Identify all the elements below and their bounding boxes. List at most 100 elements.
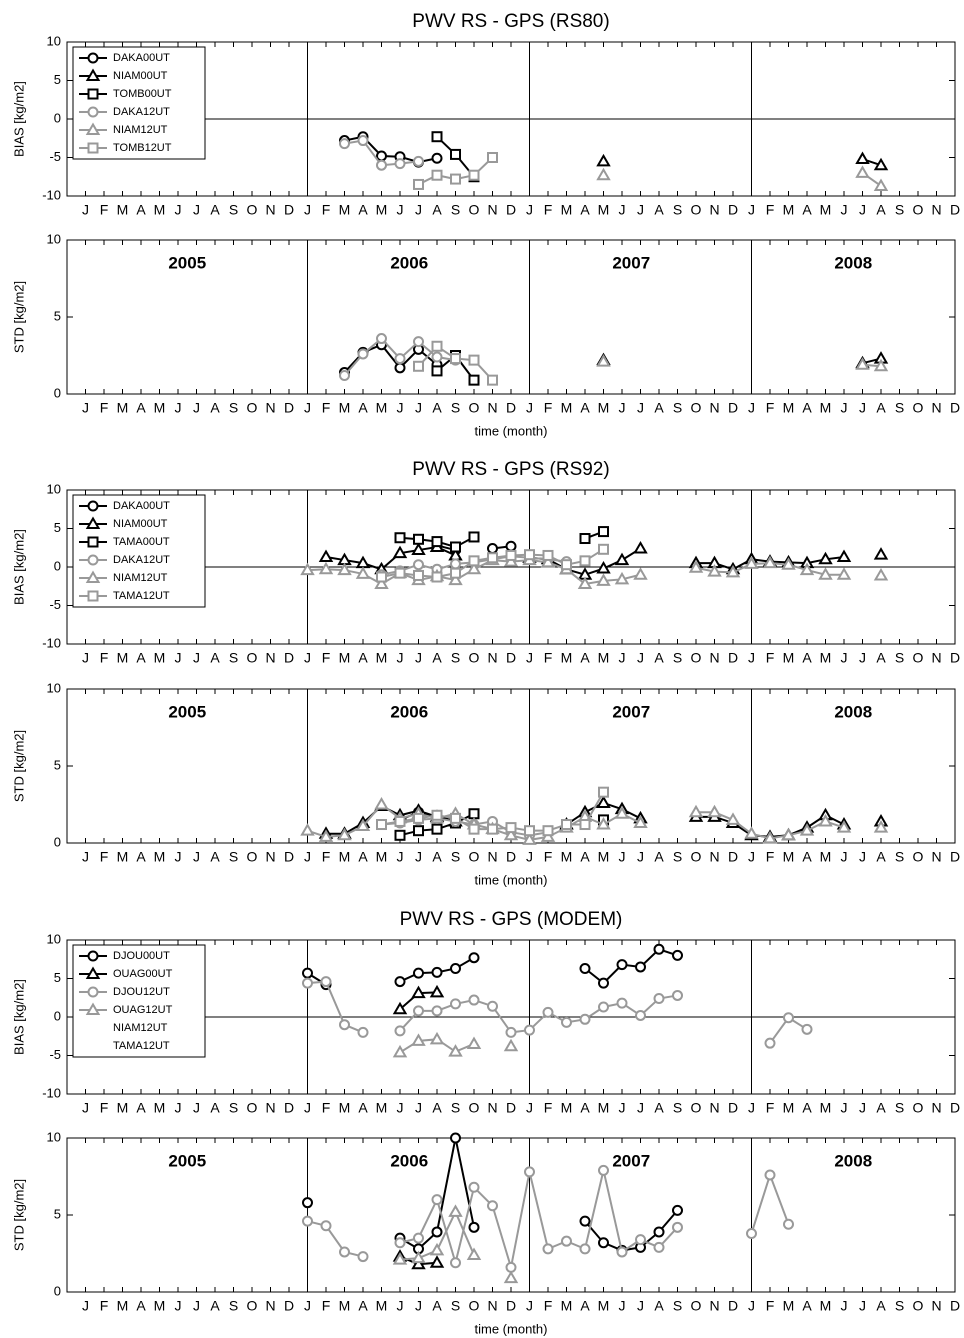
x-tick-label: S xyxy=(451,650,460,666)
marker xyxy=(873,567,889,581)
marker xyxy=(487,543,498,555)
marker xyxy=(357,1251,369,1263)
x-tick-label: M xyxy=(783,849,795,865)
year-label: 2007 xyxy=(612,1151,650,1170)
x-tick-label: N xyxy=(709,202,719,218)
marker xyxy=(783,1218,794,1230)
x-tick-label: A xyxy=(580,400,590,416)
x-tick-label: J xyxy=(637,650,644,666)
legend-marker xyxy=(87,536,99,548)
marker xyxy=(635,1009,646,1021)
x-tick-label: J xyxy=(526,400,533,416)
x-tick-label: J xyxy=(619,202,626,218)
x-tick-label: J xyxy=(193,202,200,218)
marker xyxy=(376,150,387,162)
x-tick-label: A xyxy=(432,400,442,416)
marker xyxy=(744,826,759,839)
x-tick-label: D xyxy=(506,849,516,865)
x-tick-label: O xyxy=(469,1298,480,1314)
x-tick-label: N xyxy=(931,1100,941,1116)
x-tick-label: M xyxy=(339,202,351,218)
marker xyxy=(873,157,889,171)
x-tick-label: A xyxy=(580,849,590,865)
x-tick-label: M xyxy=(376,849,388,865)
x-tick-label: D xyxy=(950,1100,960,1116)
x-tick-label: A xyxy=(358,202,368,218)
x-tick-label: S xyxy=(451,400,460,416)
x-tick-label: J xyxy=(637,1100,644,1116)
x-tick-label: M xyxy=(820,650,832,666)
legend-marker xyxy=(87,500,99,512)
x-tick-label: F xyxy=(766,400,775,416)
legend-label: TOMB00UT xyxy=(113,88,172,100)
x-tick-label: J xyxy=(415,1100,422,1116)
x-tick-label: A xyxy=(358,849,368,865)
x-tick-label: S xyxy=(673,1100,682,1116)
y-tick-label: 5 xyxy=(54,72,61,87)
marker xyxy=(653,1241,665,1253)
x-tick-label: D xyxy=(728,1100,738,1116)
x-tick-label: O xyxy=(469,400,480,416)
marker xyxy=(468,808,480,820)
marker xyxy=(672,949,683,961)
x-tick-label: S xyxy=(229,400,238,416)
marker xyxy=(873,358,889,372)
marker xyxy=(431,1226,443,1238)
marker xyxy=(653,993,665,1005)
marker xyxy=(302,967,313,979)
x-tick-label: O xyxy=(691,400,702,416)
x-tick-label: F xyxy=(322,849,331,865)
x-tick-label: M xyxy=(339,1298,351,1314)
y-tick-label: 10 xyxy=(47,231,61,246)
marker xyxy=(614,552,630,566)
x-tick-label: J xyxy=(415,202,422,218)
y-tick-label: -5 xyxy=(49,149,61,164)
marker xyxy=(596,167,611,181)
marker xyxy=(762,830,778,844)
x-tick-label: A xyxy=(210,1100,220,1116)
x-tick-label: J xyxy=(397,849,404,865)
y-tick-label: 0 xyxy=(54,1283,61,1298)
y-tick-label: 10 xyxy=(47,931,61,946)
marker xyxy=(635,1234,646,1246)
marker xyxy=(413,360,424,372)
x-tick-label: O xyxy=(913,400,924,416)
marker xyxy=(339,1019,350,1031)
marker xyxy=(468,531,480,543)
marker xyxy=(318,549,334,562)
x-tick-label: M xyxy=(820,849,832,865)
x-tick-label: A xyxy=(136,1298,146,1314)
legend-label: DJOU00UT xyxy=(113,950,170,962)
marker xyxy=(653,1226,665,1238)
x-tick-label: A xyxy=(580,1100,590,1116)
x-tick-label: O xyxy=(913,650,924,666)
x-tick-label: F xyxy=(100,849,109,865)
marker xyxy=(688,804,704,818)
legend-marker xyxy=(85,68,101,81)
marker xyxy=(394,362,406,374)
x-tick-label: N xyxy=(487,650,497,666)
legend-marker xyxy=(87,554,99,566)
marker xyxy=(505,1261,517,1273)
x-tick-label: A xyxy=(876,1100,886,1116)
x-tick-label: D xyxy=(506,400,516,416)
marker xyxy=(431,169,443,181)
x-tick-label: J xyxy=(748,1100,755,1116)
x-tick-label: M xyxy=(376,202,388,218)
marker xyxy=(505,822,517,834)
legend-marker xyxy=(87,590,99,602)
x-tick-label: M xyxy=(117,1100,129,1116)
x-tick-label: A xyxy=(802,650,812,666)
x-tick-label: F xyxy=(544,849,553,865)
marker xyxy=(411,1250,426,1264)
x-tick-label: J xyxy=(526,202,533,218)
marker xyxy=(688,560,704,573)
x-tick-label: S xyxy=(229,202,238,218)
marker xyxy=(413,533,424,545)
x-tick-label: S xyxy=(229,650,238,666)
x-tick-label: N xyxy=(709,400,719,416)
x-tick-label: N xyxy=(487,1298,497,1314)
x-tick-label: F xyxy=(544,1100,553,1116)
x-tick-label: J xyxy=(619,400,626,416)
x-tick-label: F xyxy=(100,400,109,416)
